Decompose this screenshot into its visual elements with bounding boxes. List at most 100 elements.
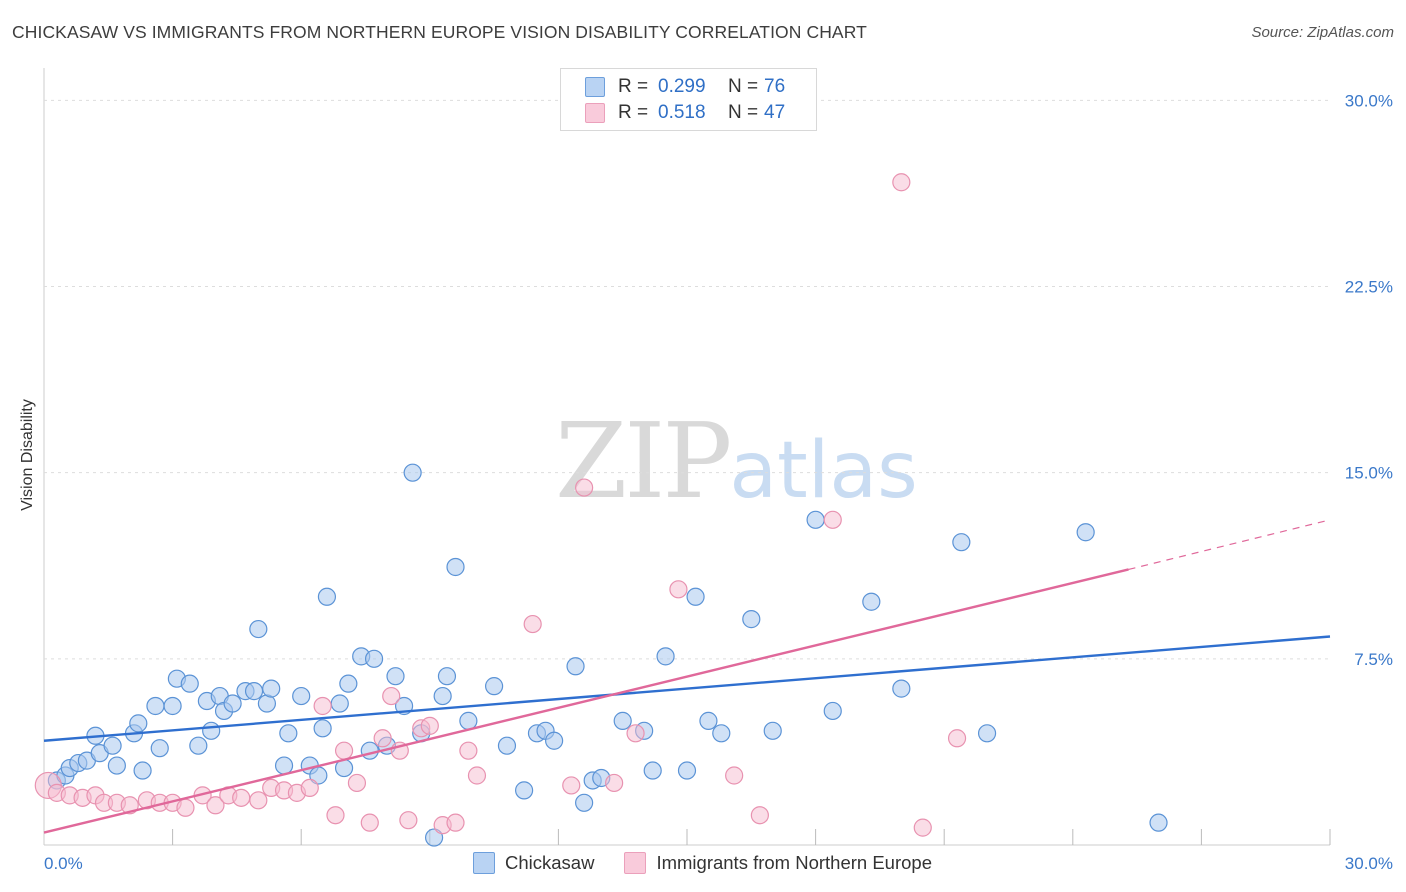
chickasaw-point <box>103 736 122 755</box>
grid-lines <box>43 68 1330 846</box>
immigrants-point <box>575 478 594 497</box>
legend-r-label: R = <box>618 102 649 123</box>
immigrants-point <box>725 766 744 785</box>
chickasaw-point <box>189 736 208 755</box>
immigrants-point <box>300 778 319 798</box>
immigrants-point <box>313 696 332 716</box>
y-tick-label: 30.0% <box>1345 91 1393 110</box>
immigrants-point <box>459 741 478 760</box>
chickasaw-swatch <box>473 852 495 874</box>
immigrants-point <box>913 818 932 837</box>
chickasaw-point <box>485 677 504 696</box>
x-axis-tick-labels: 0.0% 30.0% <box>44 854 1393 873</box>
chickasaw-point <box>360 741 379 760</box>
chickasaw-point <box>279 724 298 743</box>
y-tick-label: 22.5% <box>1345 278 1393 297</box>
chickasaw-point <box>446 557 465 577</box>
chickasaw-point <box>643 761 662 780</box>
chickasaw-point <box>180 674 199 693</box>
chickasaw-point <box>515 781 534 800</box>
y-axis-tick-labels: 7.5% 15.0% 22.5% 30.0% <box>1345 91 1393 668</box>
chickasaw-swatch <box>585 77 605 97</box>
chickasaw-point <box>249 619 268 639</box>
y-axis-label: Vision Disability <box>19 399 36 511</box>
legend-row-chickasaw: R = 0.299 N = 76 <box>585 75 785 99</box>
y-tick-label: 15.0% <box>1345 464 1393 483</box>
legend-r-label: R = <box>618 76 649 97</box>
chickasaw-point <box>364 649 384 668</box>
chickasaw-point <box>566 657 585 676</box>
immigrants-swatch <box>624 852 647 874</box>
immigrants-point <box>626 724 645 743</box>
immigrants-point <box>605 773 624 793</box>
chickasaw-point <box>339 674 358 693</box>
immigrants-point <box>334 741 354 760</box>
immigrants-point <box>562 776 581 795</box>
immigrants-point <box>523 614 542 634</box>
legend-n-label: N = <box>728 76 759 97</box>
immigrants-point <box>382 686 401 706</box>
chickasaw-point <box>424 828 444 847</box>
chickasaw-point <box>403 463 422 482</box>
immigrants-point <box>373 729 392 748</box>
legend-n-label: N = <box>728 102 759 123</box>
chickasaw-point <box>223 694 242 713</box>
chickasaw-point <box>656 647 675 666</box>
series-legend: Chickasaw Immigrants from Northern Europ… <box>473 852 962 874</box>
chickasaw-point <box>133 761 152 780</box>
immigrants-point <box>669 580 688 599</box>
legend-n-value: 76 <box>764 76 786 97</box>
legend-item-immigrants[interactable]: Immigrants from Northern Europe <box>624 852 932 874</box>
immigrants-point <box>420 716 439 735</box>
chickasaw-point <box>129 714 148 733</box>
chickasaw-point <box>806 510 825 529</box>
chickasaw-point <box>459 711 478 730</box>
watermark-atlas: atlas <box>729 426 918 516</box>
immigrants-trend-extension <box>1128 519 1331 571</box>
chickasaw-point <box>823 701 842 721</box>
x-tick-label: 0.0% <box>44 854 83 873</box>
chickasaw-point <box>742 610 761 629</box>
chickasaw-point <box>699 711 718 730</box>
immigrants-point <box>176 798 195 817</box>
legend-row-immigrants: R = 0.518 N = 47 <box>585 101 785 125</box>
immigrants-point <box>823 510 842 529</box>
chickasaw-point <box>1076 523 1095 542</box>
watermark-zip: ZIP <box>555 400 732 522</box>
chickasaw-point <box>262 679 281 698</box>
chickasaw-point <box>575 793 594 812</box>
legend-r-value: 0.299 <box>658 76 706 97</box>
legend-item-chickasaw[interactable]: Chickasaw <box>473 852 594 874</box>
immigrants-point <box>326 806 345 825</box>
series-immigrants <box>34 173 967 837</box>
chart-title: CHICKASAW VS IMMIGRANTS FROM NORTHERN EU… <box>12 22 867 42</box>
correlation-legend: R = 0.299 N = 76 R = 0.518 N = 47 <box>560 68 817 131</box>
chickasaw-point <box>150 739 169 758</box>
chickasaw-point <box>202 721 221 740</box>
chickasaw-point <box>952 533 971 552</box>
chickasaw-point <box>892 679 911 698</box>
chickasaw-point <box>163 696 182 716</box>
chickasaw-point <box>317 587 337 606</box>
chickasaw-point <box>433 686 452 706</box>
chickasaw-point <box>545 731 564 750</box>
immigrants-point <box>467 766 487 785</box>
trend-lines <box>43 519 1331 834</box>
immigrants-point <box>360 813 379 832</box>
chickasaw-point <box>977 724 997 743</box>
chickasaw-point <box>686 587 705 606</box>
immigrants-point <box>347 773 367 793</box>
legend-n-value: 47 <box>764 102 786 123</box>
chickasaw-point <box>613 711 632 730</box>
chickasaw-point <box>437 667 457 686</box>
source-credit: Source: ZipAtlas.com <box>1251 24 1394 41</box>
immigrants-trend-line <box>43 568 1129 834</box>
immigrants-point <box>892 173 911 192</box>
chickasaw-point <box>763 721 782 740</box>
chickasaw-point <box>862 592 881 611</box>
immigrants-point <box>947 729 967 748</box>
chickasaw-point <box>677 761 697 780</box>
immigrants-point <box>206 796 225 815</box>
legend-label-immigrants: Immigrants from Northern Europe <box>656 852 932 873</box>
